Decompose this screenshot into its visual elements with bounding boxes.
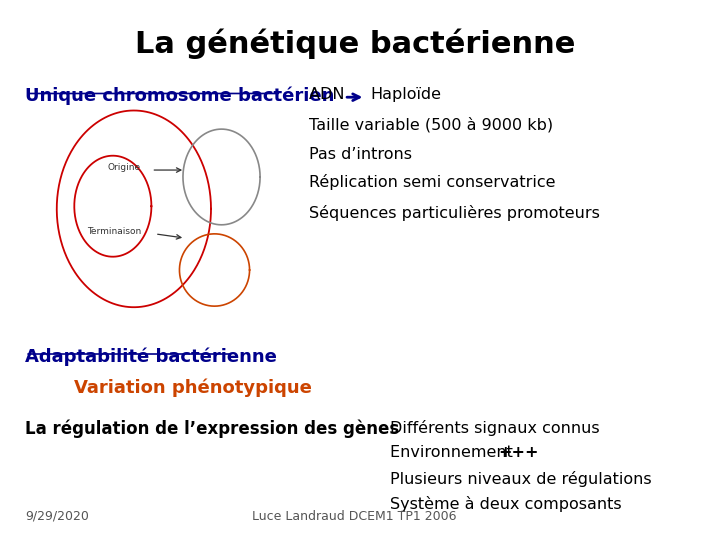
Text: Haplоïde: Haplоïde (371, 86, 442, 102)
Text: Adaptabilité bactérienne: Adaptabilité bactérienne (25, 347, 277, 366)
Text: 9/29/2020: 9/29/2020 (25, 510, 89, 523)
Text: Séquences particulières promoteurs: Séquences particulières promoteurs (309, 205, 600, 221)
Text: Terminaison: Terminaison (87, 227, 141, 236)
Text: Pas d’introns: Pas d’introns (309, 147, 412, 162)
Text: Taille variable (500 à 9000 kb): Taille variable (500 à 9000 kb) (309, 117, 553, 132)
Text: Différents signaux connus: Différents signaux connus (390, 420, 600, 436)
Text: Variation phénotypique: Variation phénotypique (74, 379, 312, 397)
Text: La génétique bactérienne: La génétique bactérienne (135, 28, 575, 59)
Text: Réplication semi conservatrice: Réplication semi conservatrice (309, 174, 556, 190)
Text: Plusieurs niveaux de régulations: Plusieurs niveaux de régulations (390, 471, 652, 487)
Text: Origine: Origine (108, 163, 141, 172)
Text: Environnement: Environnement (390, 446, 528, 461)
Text: La régulation de l’expression des gènes: La régulation de l’expression des gènes (25, 420, 400, 438)
Text: Luce Landraud DCEM1 TP1 2006: Luce Landraud DCEM1 TP1 2006 (253, 510, 457, 523)
Text: +++: +++ (498, 446, 539, 461)
Text: Unique chromosome bactérien: Unique chromosome bactérien (25, 86, 335, 105)
Text: ADN: ADN (309, 86, 350, 102)
Text: Système à deux composants: Système à deux composants (390, 496, 621, 512)
